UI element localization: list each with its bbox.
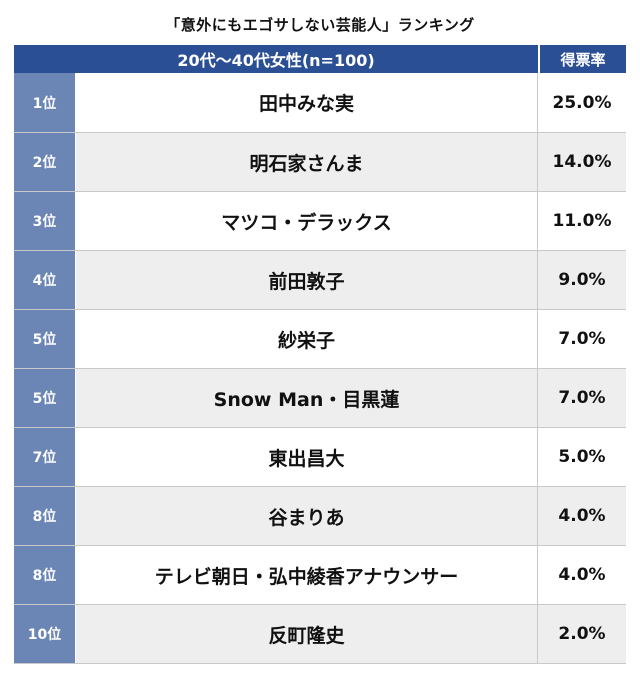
table-row: 2位 明石家さんま 14.0% [14, 132, 626, 191]
table-row: 8位 谷まりあ 4.0% [14, 486, 626, 545]
table-bottom-border [14, 663, 626, 664]
table-row: 4位 前田敦子 9.0% [14, 250, 626, 309]
name-cell: 谷まりあ [76, 487, 538, 545]
rate-cell: 7.0% [538, 369, 626, 427]
table-header: 20代〜40代女性(n=100) 得票率 [14, 45, 626, 73]
rate-cell: 4.0% [538, 487, 626, 545]
rank-cell: 1位 [14, 73, 76, 132]
rank-cell: 4位 [14, 251, 76, 309]
rank-cell: 10位 [14, 605, 76, 663]
rate-cell: 5.0% [538, 428, 626, 486]
name-cell: テレビ朝日・弘中綾香アナウンサー [76, 546, 538, 604]
rate-cell: 4.0% [538, 546, 626, 604]
name-cell: 田中みな実 [76, 73, 538, 132]
rate-cell: 9.0% [538, 251, 626, 309]
rate-cell: 11.0% [538, 192, 626, 250]
table-row: 10位 反町隆史 2.0% [14, 604, 626, 663]
table-body: 1位 田中みな実 25.0% 2位 明石家さんま 14.0% 3位 マツコ・デラックス 11.0… [14, 73, 626, 663]
rate-cell: 2.0% [538, 605, 626, 663]
table-row: 1位 田中みな実 25.0% [14, 73, 626, 132]
name-cell: 前田敦子 [76, 251, 538, 309]
rate-cell: 25.0% [538, 73, 626, 132]
ranking-table: 20代〜40代女性(n=100) 得票率 1位 田中みな実 25.0% 2位 明石家さん… [14, 45, 626, 664]
table-row: 8位 テレビ朝日・弘中綾香アナウンサー 4.0% [14, 545, 626, 604]
table-row: 5位 紗栄子 7.0% [14, 309, 626, 368]
rate-cell: 7.0% [538, 310, 626, 368]
table-row: 3位 マツコ・デラックス 11.0% [14, 191, 626, 250]
header-divider [538, 45, 540, 73]
header-sample-label: 20代〜40代女性(n=100) [14, 45, 538, 73]
rank-cell: 8位 [14, 487, 76, 545]
name-cell: マツコ・デラックス [76, 192, 538, 250]
name-cell: Snow Man・目黒蓮 [76, 369, 538, 427]
name-cell: 東出昌大 [76, 428, 538, 486]
rank-cell: 5位 [14, 310, 76, 368]
name-cell: 明石家さんま [76, 133, 538, 191]
header-rate-label: 得票率 [540, 45, 626, 73]
name-cell: 紗栄子 [76, 310, 538, 368]
rank-cell: 3位 [14, 192, 76, 250]
table-row: 7位 東出昌大 5.0% [14, 427, 626, 486]
table-row: 5位 Snow Man・目黒蓮 7.0% [14, 368, 626, 427]
name-cell: 反町隆史 [76, 605, 538, 663]
rate-cell: 14.0% [538, 133, 626, 191]
rank-cell: 2位 [14, 133, 76, 191]
rank-cell: 8位 [14, 546, 76, 604]
rank-cell: 7位 [14, 428, 76, 486]
chart-title: 「意外にもエゴサしない芸能人」ランキング [165, 16, 475, 34]
rank-cell: 5位 [14, 369, 76, 427]
